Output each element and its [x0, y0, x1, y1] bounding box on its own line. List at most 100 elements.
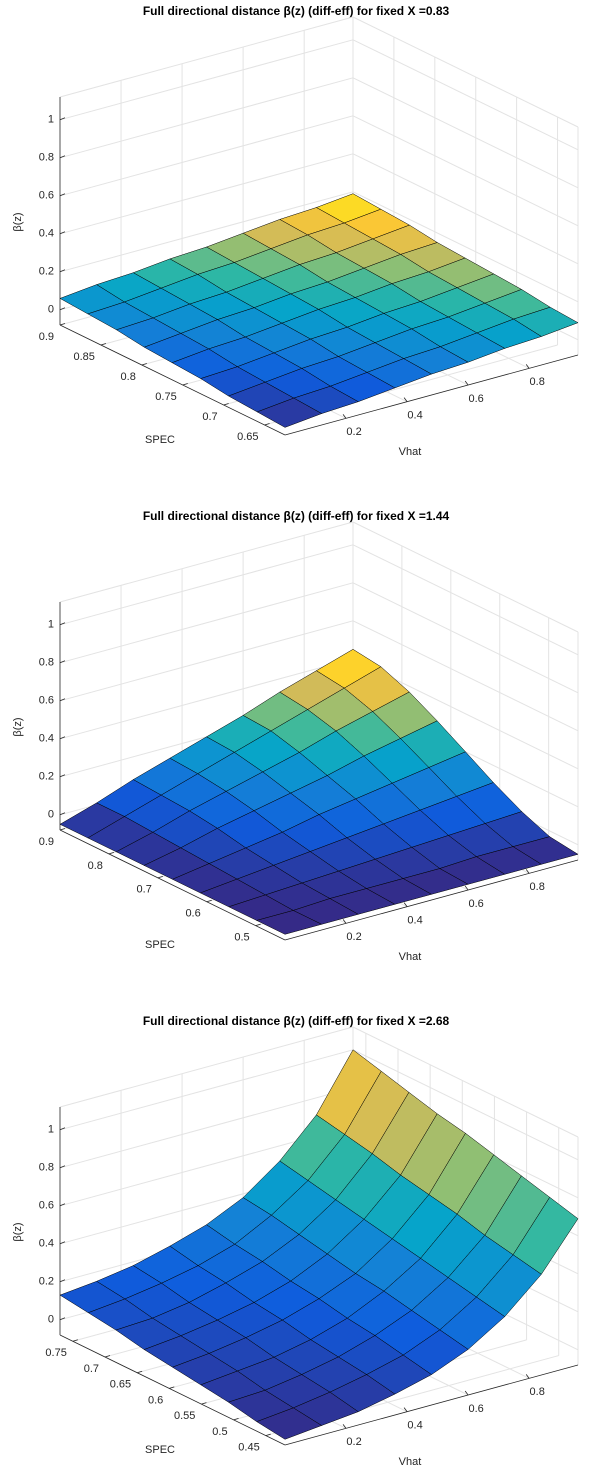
surface-plot: Full directional distance β(z) (diff-eff… [12, 1014, 579, 1468]
box-edge [59, 1026, 354, 1108]
z-tick-label: 0.2 [39, 266, 54, 278]
tick-mark [464, 885, 469, 891]
tick-mark [59, 698, 66, 702]
z-tick-label: 0.6 [39, 1200, 54, 1212]
grid-line [59, 77, 354, 159]
tick-mark [403, 397, 408, 402]
y-tick-label: 0.55 [174, 1410, 195, 1422]
y-tick-label: 0.7 [202, 411, 217, 423]
tick-mark [59, 1241, 66, 1245]
tick-mark [342, 414, 347, 419]
y-axis [59, 829, 286, 941]
tick-mark [342, 1424, 347, 1429]
grid-line [352, 77, 579, 189]
tick-mark [59, 269, 66, 273]
x-tick-label: 0.6 [468, 1403, 483, 1415]
grid-line [352, 1049, 579, 1161]
x-tick-label: 0.6 [468, 898, 483, 910]
z-axis-label: β(z) [12, 212, 24, 231]
z-tick-label: 0.4 [39, 228, 54, 240]
box-edge [59, 521, 354, 603]
z-tick-label: 1 [48, 1124, 54, 1136]
tick-mark [206, 899, 212, 903]
z-tick-label: 0.4 [39, 1238, 54, 1250]
tick-mark [59, 774, 66, 778]
x-tick-label: 0.4 [407, 915, 422, 927]
tick-mark [265, 1433, 271, 1436]
y-tick-label: 0.65 [110, 1379, 131, 1391]
y-tick-label: 0.8 [121, 371, 136, 383]
y-tick-label: 0.5 [212, 1426, 227, 1438]
x-axis-label: Vhat [399, 446, 422, 458]
tick-mark [100, 343, 107, 346]
z-tick-label: 0.4 [39, 733, 54, 745]
z-tick-label: 0 [48, 304, 54, 316]
z-tick-label: 0.2 [39, 1276, 54, 1288]
z-tick-label: 0.8 [39, 657, 54, 669]
y-tick-label: 0.8 [88, 860, 103, 872]
tick-mark [59, 231, 66, 235]
chart-title: Full directional distance β(z) (diff-eff… [143, 509, 450, 523]
tick-mark [157, 875, 163, 879]
y-axis-label: SPEC [145, 939, 175, 951]
x-tick-label: 0.8 [530, 376, 545, 388]
y-tick-label: 0.7 [84, 1363, 99, 1375]
tick-mark [464, 1390, 469, 1396]
tick-mark [104, 1355, 111, 1358]
y-tick-label: 0.75 [155, 391, 176, 403]
tick-mark [525, 364, 530, 369]
box-edge [59, 16, 354, 98]
tick-mark [264, 423, 270, 426]
box-edge [352, 1026, 579, 1138]
grid-line [352, 39, 579, 151]
z-tick-label: 1 [48, 114, 54, 126]
tick-mark [59, 307, 66, 311]
x-tick-label: 0.2 [346, 1436, 361, 1448]
z-tick-label: 1 [48, 619, 54, 631]
surface-patch [256, 1407, 323, 1440]
y-axis-label: SPEC [145, 1444, 175, 1456]
grid-line [59, 544, 354, 626]
tick-mark [59, 117, 66, 121]
tick-mark [525, 1374, 530, 1379]
tick-mark [403, 902, 408, 907]
tick-mark [59, 155, 66, 159]
x-tick-label: 0.8 [530, 881, 545, 893]
grid-line [59, 39, 354, 121]
tick-mark [342, 919, 347, 924]
y-tick-label: 0.7 [137, 884, 152, 896]
z-tick-label: 0 [48, 809, 54, 821]
z-tick-label: 0.6 [39, 190, 54, 202]
grid-line [352, 582, 579, 694]
grid-line [352, 620, 579, 732]
chart-title: Full directional distance β(z) (diff-eff… [143, 4, 450, 18]
x-tick-label: 0.4 [407, 1420, 422, 1432]
y-tick-label: 0.75 [45, 1347, 66, 1359]
z-tick-label: 0.6 [39, 695, 54, 707]
tick-mark [223, 403, 229, 406]
y-tick-label: 0.9 [39, 836, 54, 848]
x-axis-label: Vhat [399, 951, 422, 963]
y-axis-label: SPEC [145, 434, 175, 446]
grid-line [59, 115, 354, 197]
box-edge [352, 16, 579, 128]
tick-mark [59, 812, 66, 816]
z-tick-label: 0.8 [39, 152, 54, 164]
y-tick-label: 0.45 [238, 1441, 259, 1453]
tick-mark [525, 869, 530, 874]
grid-line [352, 115, 579, 227]
tick-mark [403, 1407, 408, 1412]
surface-patch [256, 397, 323, 428]
y-tick-label: 0.5 [234, 932, 249, 944]
tick-mark [137, 1370, 143, 1374]
tick-mark [59, 1203, 66, 1207]
surface-patch [255, 910, 323, 935]
tick-mark [141, 363, 147, 366]
grid-line [352, 153, 579, 265]
grid-line [352, 191, 579, 303]
z-axis-label: β(z) [12, 1222, 24, 1241]
y-axis [59, 1334, 286, 1446]
tick-mark [255, 923, 261, 927]
tick-mark [464, 380, 469, 386]
